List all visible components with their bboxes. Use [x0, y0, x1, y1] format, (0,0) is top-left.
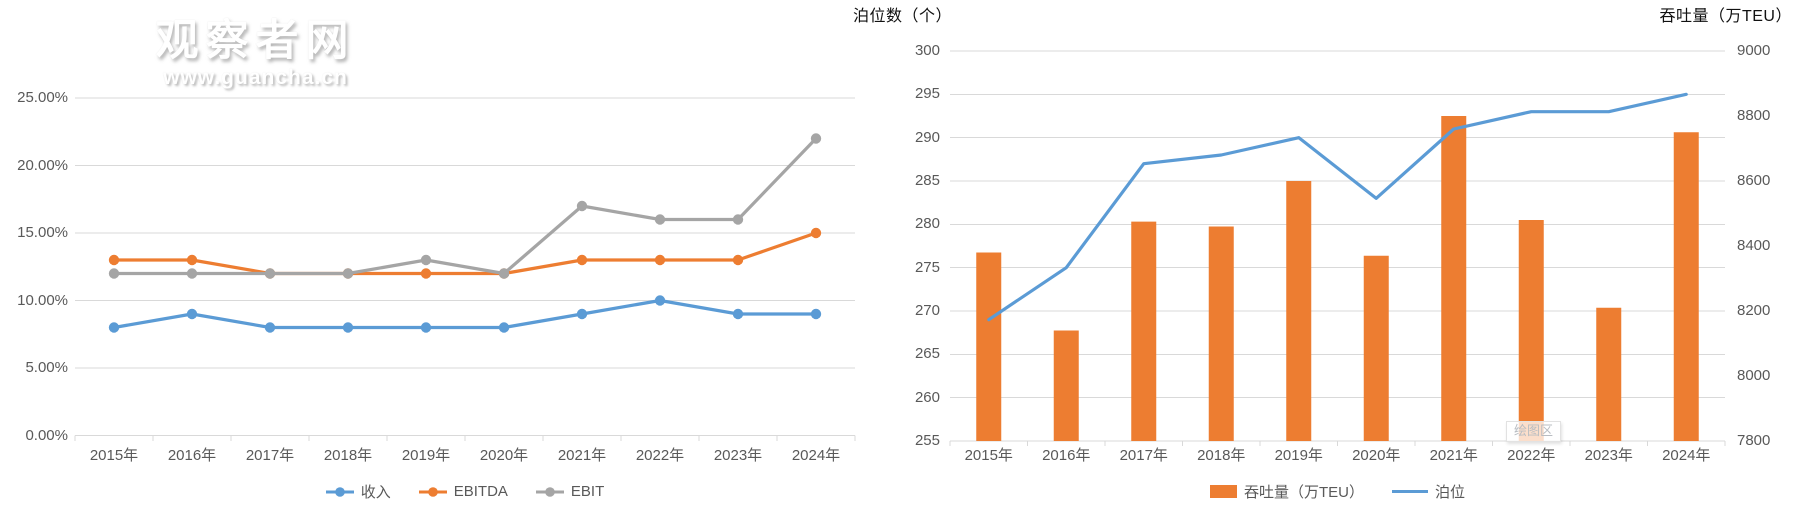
- line-chart-gridlines: [74, 97, 856, 441]
- data-point: [576, 200, 588, 212]
- data-point: [186, 308, 198, 320]
- data-point: [498, 268, 510, 279]
- watermark: 观察者网 www.guancha.cn: [148, 16, 363, 89]
- data-point: [654, 254, 666, 266]
- bar-2018年: [1208, 226, 1234, 441]
- data-point: [732, 308, 744, 320]
- bar-2016年: [1053, 330, 1079, 441]
- data-point: [654, 295, 666, 306]
- data-point: [186, 268, 198, 279]
- watermark-url-text: www.guancha.cn: [163, 66, 348, 89]
- data-point: [264, 268, 276, 279]
- bar-2015年: [976, 252, 1002, 441]
- series-line-EBITDA: [112, 231, 818, 276]
- data-point: [810, 133, 822, 144]
- data-point: [810, 308, 822, 320]
- data-point: [342, 322, 354, 333]
- data-point: [732, 214, 744, 225]
- data-point: [576, 254, 588, 266]
- data-point: [108, 254, 120, 266]
- bar-2023年: [1596, 307, 1622, 441]
- data-point: [108, 268, 120, 279]
- bar-2019年: [1286, 181, 1312, 441]
- data-point: [342, 268, 354, 279]
- data-point: [810, 227, 822, 239]
- bar-2021年: [1441, 116, 1467, 441]
- combo-chart-line: [987, 92, 1688, 322]
- combo-chart-gridlines: [949, 50, 1726, 446]
- series-line-收入: [112, 298, 818, 330]
- series-line-泊位: [987, 92, 1688, 322]
- bar-2017年: [1131, 221, 1157, 441]
- combo-chart-bars: [976, 116, 1699, 441]
- data-point: [576, 308, 588, 320]
- data-point: [654, 214, 666, 225]
- data-point: [186, 254, 198, 266]
- series-line-EBIT: [112, 136, 818, 276]
- data-point: [498, 322, 510, 333]
- watermark-logo-text: 观察者网: [155, 17, 356, 65]
- data-point: [108, 322, 120, 333]
- data-point: [420, 268, 432, 279]
- bar-2020年: [1363, 255, 1389, 441]
- data-point: [420, 322, 432, 333]
- bar-2022年: [1518, 220, 1544, 441]
- line-chart-series: [108, 133, 822, 333]
- data-point: [264, 322, 276, 333]
- data-point: [732, 254, 744, 266]
- data-point: [420, 254, 432, 266]
- bar-2024年: [1673, 132, 1699, 441]
